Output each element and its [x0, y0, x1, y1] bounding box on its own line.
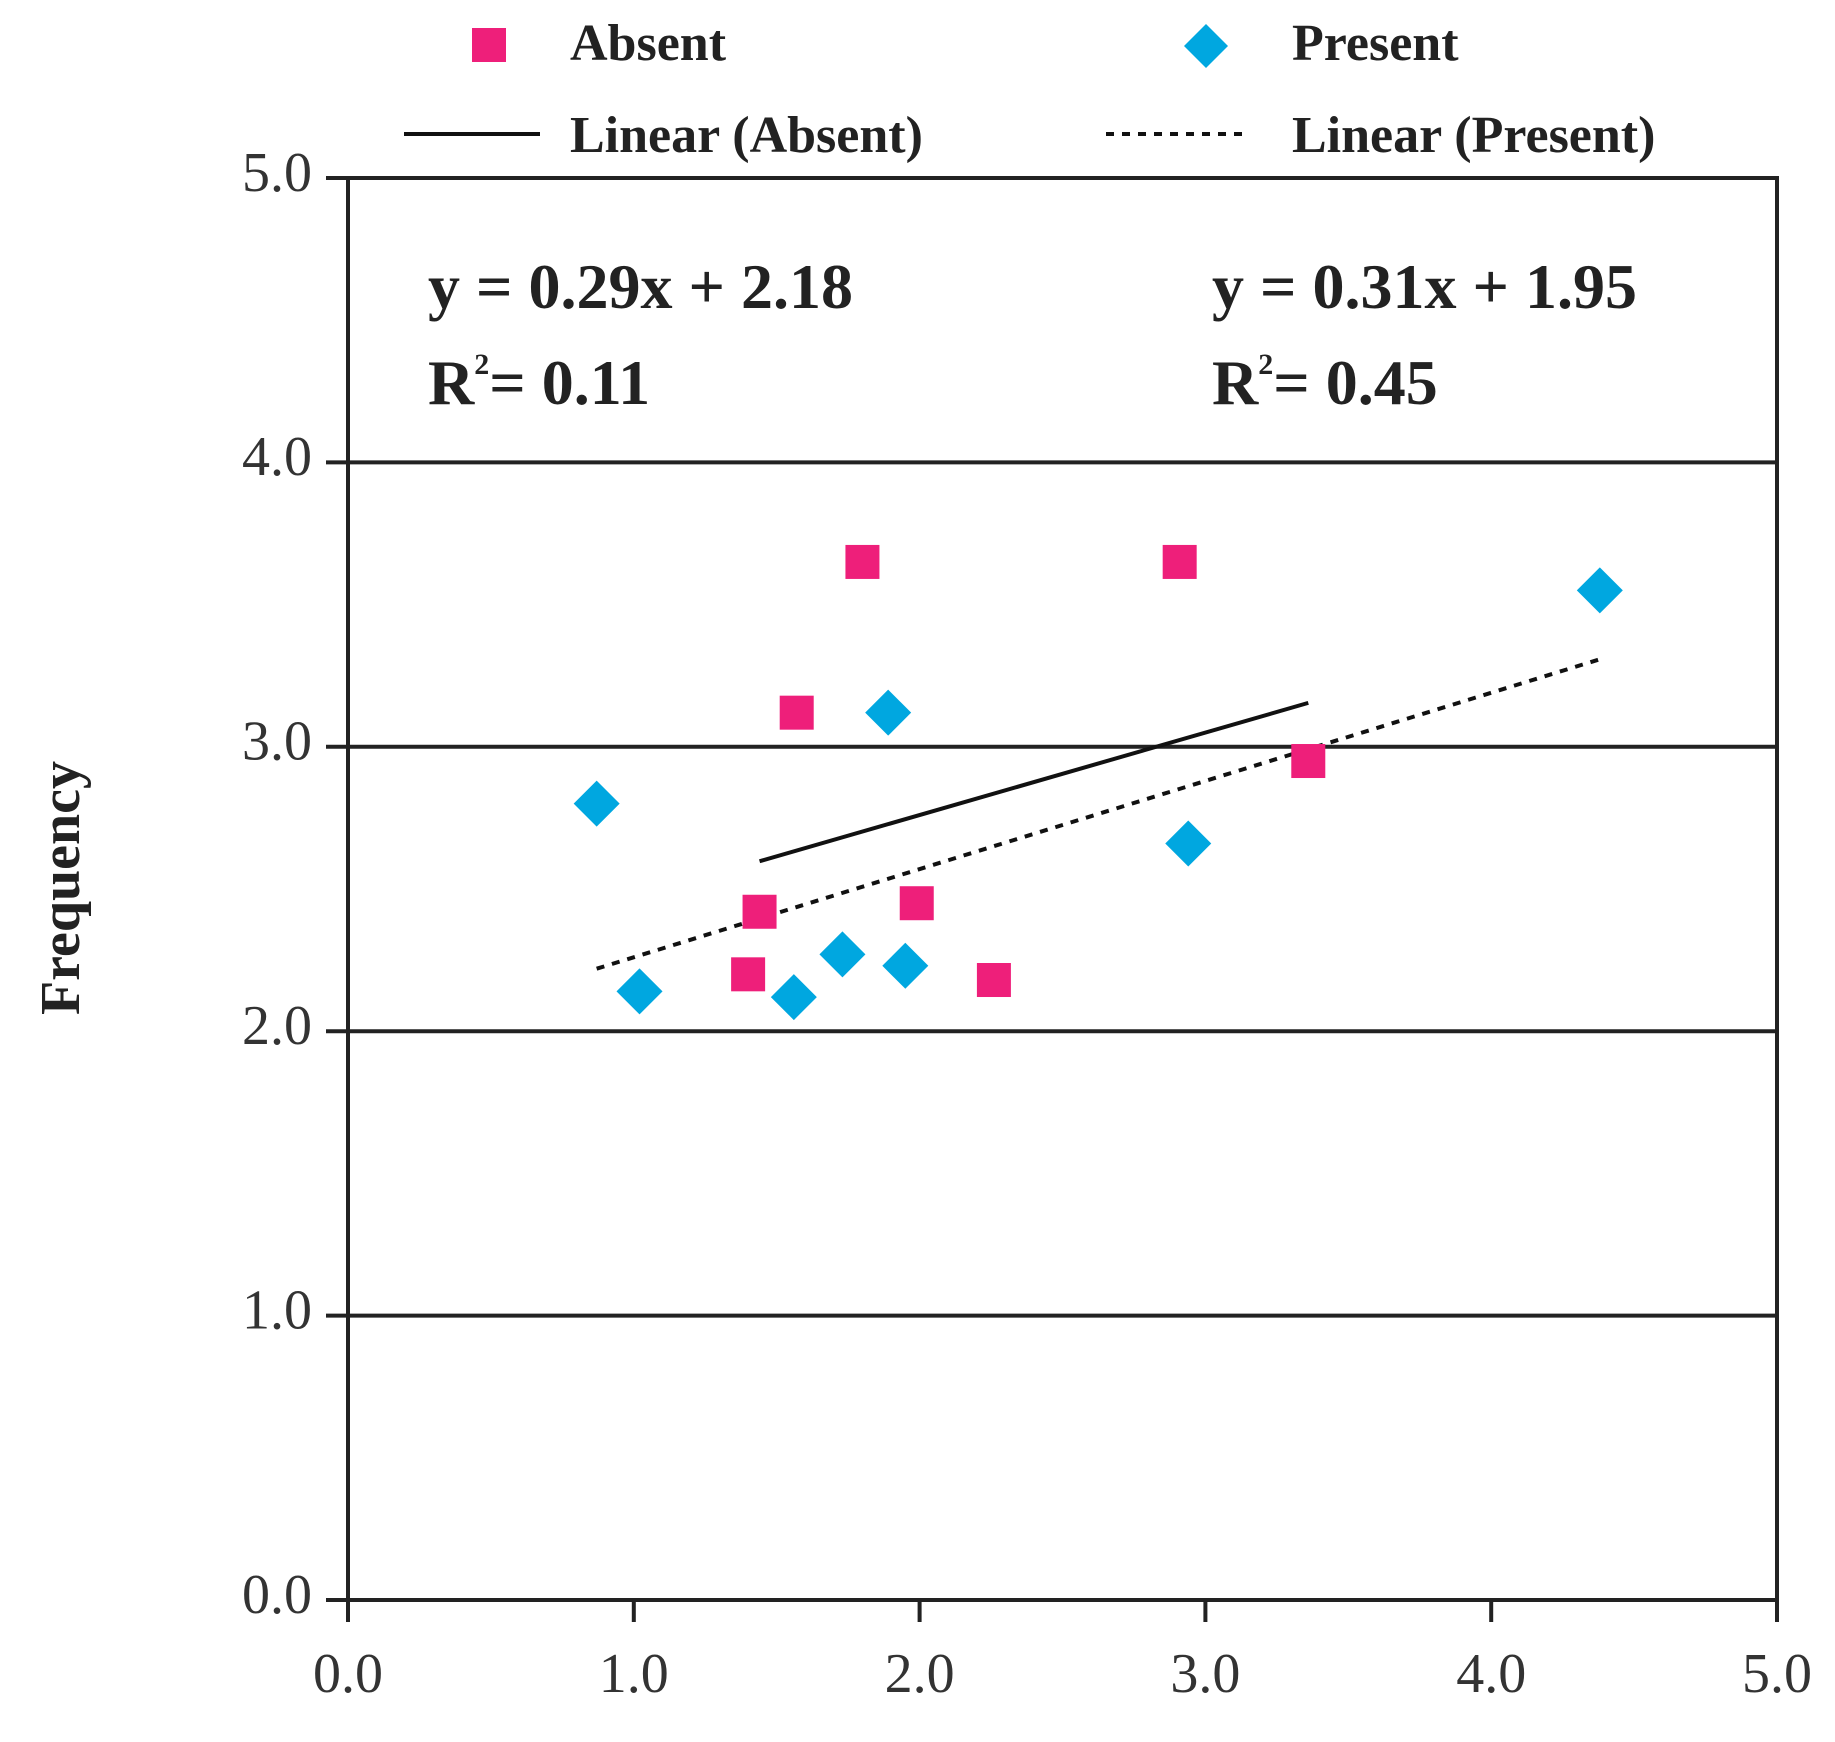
legend: Absent Present Linear (Absent) Linear (P…: [404, 15, 1655, 164]
y-tick-label: 2.0: [242, 995, 312, 1057]
point-present: [573, 780, 620, 827]
legend-present-label: Present: [1292, 15, 1459, 72]
legend-linear-absent-label: Linear (Absent): [570, 107, 923, 164]
x-tick-label: 0.0: [313, 1643, 383, 1705]
regression-annotations: y = 0.29x + 2.18 R2= 0.11 y = 0.31x + 1.…: [428, 251, 1637, 418]
x-tick-label: 2.0: [885, 1643, 955, 1705]
legend-absent-label: Absent: [570, 15, 727, 72]
y-axis-tick-labels: 0.0 1.0 2.0 3.0 4.0 5.0: [242, 142, 312, 1626]
y-tick-label: 0.0: [242, 1564, 312, 1626]
legend-linear-present-label: Linear (Present): [1292, 107, 1655, 164]
point-absent: [845, 544, 880, 579]
trend-lines: [596, 657, 1601, 971]
legend-absent-marker: [472, 28, 506, 62]
absent-r-squared-superscript: 2: [474, 348, 489, 381]
y-tick-label: 5.0: [242, 142, 312, 204]
point-absent: [899, 886, 934, 921]
x-tick-label: 4.0: [1456, 1643, 1526, 1705]
y-tick-label: 4.0: [242, 426, 312, 488]
point-present: [865, 689, 912, 736]
x-tick-label: 1.0: [599, 1643, 669, 1705]
plot-frame: [346, 176, 1779, 1602]
axis-ticks: [326, 176, 1779, 1622]
absent-r-squared: R2= 0.11: [428, 347, 650, 418]
present-r-squared: R2= 0.45: [1212, 347, 1438, 418]
y-tick-label: 3.0: [242, 711, 312, 773]
point-absent: [1162, 544, 1197, 579]
legend-present-marker: [1184, 24, 1228, 68]
point-present: [1576, 567, 1623, 614]
point-present: [819, 931, 866, 978]
present-equation: y = 0.31x + 1.95: [1212, 251, 1637, 322]
x-tick-label: 3.0: [1170, 1643, 1240, 1705]
x-axis-tick-labels: 0.0 1.0 2.0 3.0 4.0 5.0: [313, 1643, 1812, 1705]
point-absent: [742, 894, 777, 929]
present-r-squared-superscript: 2: [1258, 348, 1273, 381]
absent-r-squared-prefix: R: [428, 347, 475, 418]
point-absent: [731, 957, 766, 992]
y-tick-label: 1.0: [242, 1279, 312, 1341]
point-present: [882, 942, 929, 989]
point-absent: [1291, 744, 1326, 779]
data-points: [573, 544, 1623, 1021]
x-tick-label: 5.0: [1742, 1643, 1812, 1705]
gridlines: [348, 460, 1777, 1318]
present-r-squared-value: = 0.45: [1273, 347, 1437, 418]
trendline-absent: [758, 700, 1309, 864]
point-present: [770, 974, 817, 1021]
point-absent: [779, 695, 814, 730]
point-present: [616, 968, 663, 1015]
point-absent: [976, 963, 1011, 998]
y-axis-title: Frequency: [30, 761, 92, 1015]
present-r-squared-prefix: R: [1212, 347, 1259, 418]
absent-r-squared-value: = 0.11: [489, 347, 650, 418]
point-present: [1165, 820, 1212, 867]
absent-equation: y = 0.29x + 2.18: [428, 251, 853, 322]
